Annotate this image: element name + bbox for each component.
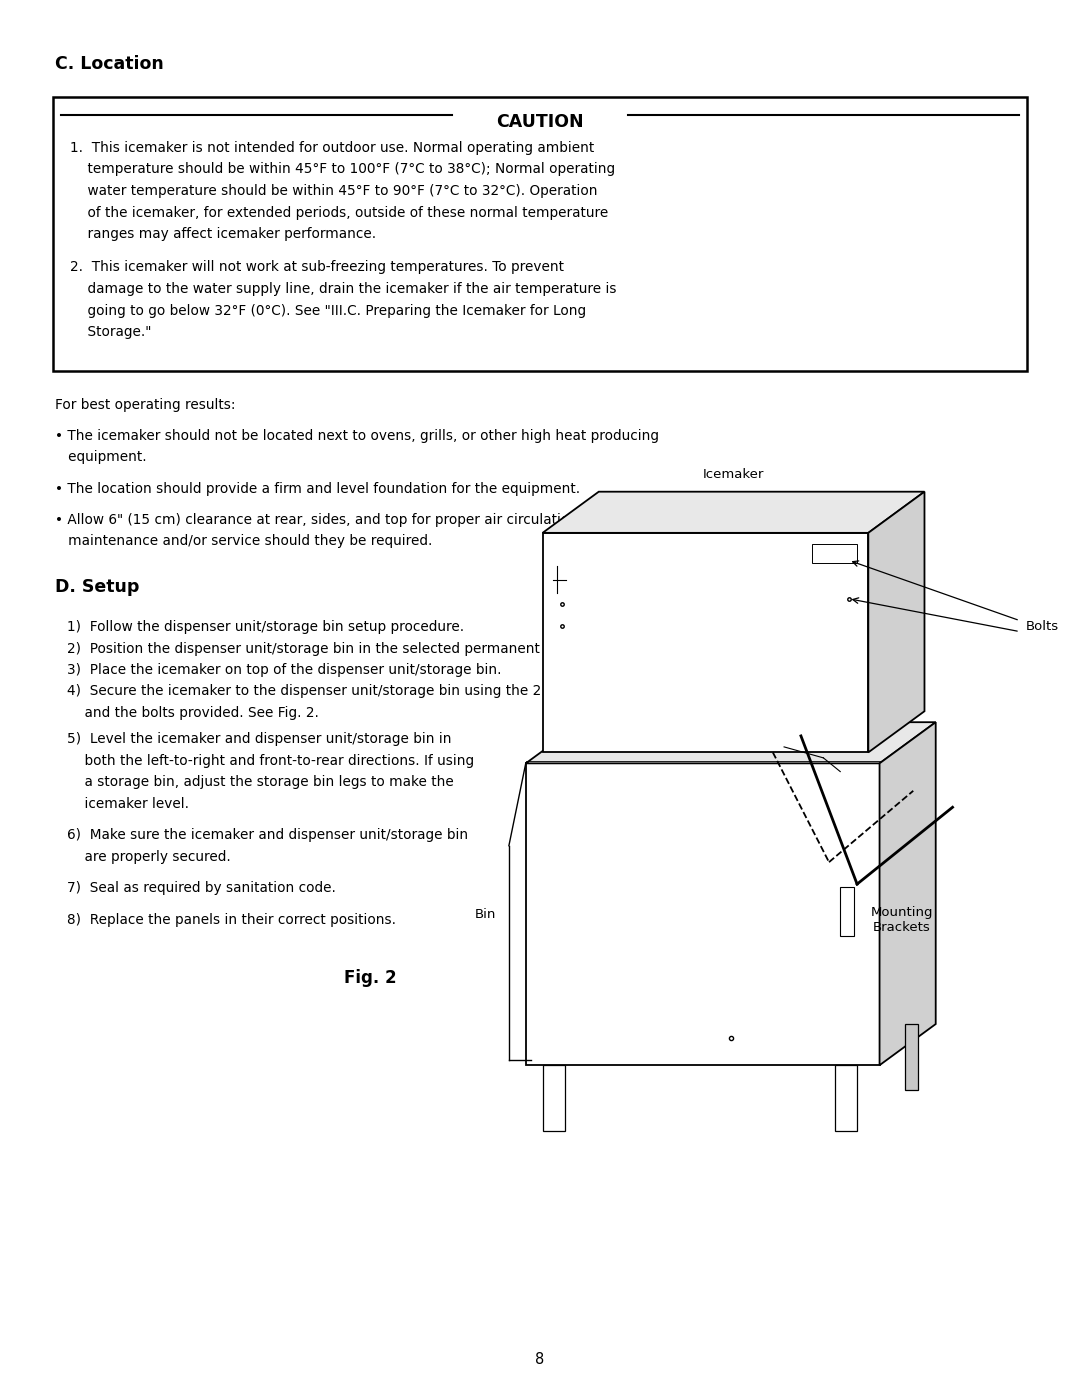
- Polygon shape: [879, 722, 935, 1065]
- Text: Icemaker: Icemaker: [703, 468, 765, 481]
- Text: 1.  This icemaker is not intended for outdoor use. Normal operating ambient: 1. This icemaker is not intended for out…: [70, 141, 594, 155]
- Bar: [835, 1065, 858, 1132]
- Bar: [812, 543, 858, 563]
- Text: a storage bin, adjust the storage bin legs to make the: a storage bin, adjust the storage bin le…: [67, 775, 454, 789]
- Text: temperature should be within 45°F to 100°F (7°C to 38°C); Normal operating: temperature should be within 45°F to 100…: [70, 162, 616, 176]
- Text: ranges may affect icemaker performance.: ranges may affect icemaker performance.: [70, 226, 376, 242]
- Text: CAUTION: CAUTION: [496, 113, 584, 131]
- Text: 6)  Make sure the icemaker and dispenser unit/storage bin: 6) Make sure the icemaker and dispenser …: [67, 828, 468, 842]
- Text: both the left-to-right and front-to-rear directions. If using: both the left-to-right and front-to-rear…: [67, 754, 474, 768]
- Text: and the bolts provided. See Fig. 2.: and the bolts provided. See Fig. 2.: [67, 705, 319, 719]
- Bar: [542, 532, 868, 753]
- Text: For best operating results:: For best operating results:: [55, 398, 235, 412]
- Text: 7)  Seal as required by sanitation code.: 7) Seal as required by sanitation code.: [67, 882, 336, 895]
- Text: 4)  Secure the icemaker to the dispenser unit/storage bin using the 2 mounting b: 4) Secure the icemaker to the dispenser …: [67, 685, 674, 698]
- Bar: [526, 763, 879, 1065]
- Text: equipment.: equipment.: [55, 450, 147, 464]
- Polygon shape: [542, 492, 924, 532]
- Polygon shape: [868, 492, 924, 753]
- Text: Bolts: Bolts: [1026, 620, 1058, 633]
- Text: Mounting
Brackets: Mounting Brackets: [870, 907, 933, 935]
- Text: Fig. 2: Fig. 2: [343, 970, 396, 988]
- Text: 8)  Replace the panels in their correct positions.: 8) Replace the panels in their correct p…: [67, 914, 396, 928]
- Text: going to go below 32°F (0°C). See "III.C. Preparing the Icemaker for Long: going to go below 32°F (0°C). See "III.C…: [70, 303, 586, 317]
- Bar: [840, 887, 854, 936]
- Text: 1)  Follow the dispenser unit/storage bin setup procedure.: 1) Follow the dispenser unit/storage bin…: [67, 620, 464, 634]
- Bar: [905, 1024, 918, 1090]
- Text: 5)  Level the icemaker and dispenser unit/storage bin in: 5) Level the icemaker and dispenser unit…: [67, 732, 451, 746]
- Text: 2)  Position the dispenser unit/storage bin in the selected permanent location.: 2) Position the dispenser unit/storage b…: [67, 641, 603, 655]
- Text: C. Location: C. Location: [55, 54, 164, 73]
- Text: are properly secured.: are properly secured.: [67, 849, 231, 863]
- Text: • The icemaker should not be located next to ovens, grills, or other high heat p: • The icemaker should not be located nex…: [55, 429, 659, 443]
- Text: damage to the water supply line, drain the icemaker if the air temperature is: damage to the water supply line, drain t…: [70, 282, 617, 296]
- Text: Bin: Bin: [475, 908, 497, 921]
- Polygon shape: [526, 722, 935, 763]
- Text: 8: 8: [536, 1352, 544, 1368]
- Text: 2.  This icemaker will not work at sub-freezing temperatures. To prevent: 2. This icemaker will not work at sub-fr…: [70, 260, 564, 274]
- Text: icemaker level.: icemaker level.: [67, 798, 189, 812]
- Text: • The location should provide a firm and level foundation for the equipment.: • The location should provide a firm and…: [55, 482, 580, 496]
- Bar: [542, 1065, 565, 1132]
- Bar: [53, 96, 1027, 370]
- Text: 3)  Place the icemaker on top of the dispenser unit/storage bin.: 3) Place the icemaker on top of the disp…: [67, 664, 501, 678]
- Text: D. Setup: D. Setup: [55, 578, 139, 597]
- Text: Storage.": Storage.": [70, 326, 151, 339]
- Text: maintenance and/or service should they be required.: maintenance and/or service should they b…: [55, 535, 432, 549]
- Text: • Allow 6" (15 cm) clearance at rear, sides, and top for proper air circulation : • Allow 6" (15 cm) clearance at rear, si…: [55, 513, 662, 527]
- Text: of the icemaker, for extended periods, outside of these normal temperature: of the icemaker, for extended periods, o…: [70, 205, 608, 219]
- Text: water temperature should be within 45°F to 90°F (7°C to 32°C). Operation: water temperature should be within 45°F …: [70, 184, 597, 198]
